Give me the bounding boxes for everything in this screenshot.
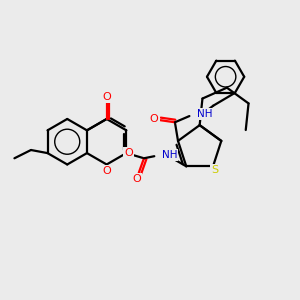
Text: NH: NH bbox=[196, 109, 212, 119]
Text: NH: NH bbox=[161, 150, 177, 160]
Text: S: S bbox=[212, 166, 219, 176]
Text: O: O bbox=[150, 114, 159, 124]
Text: O: O bbox=[132, 174, 141, 184]
Text: O: O bbox=[102, 92, 111, 102]
Text: O: O bbox=[102, 166, 111, 176]
Text: O: O bbox=[124, 148, 133, 158]
